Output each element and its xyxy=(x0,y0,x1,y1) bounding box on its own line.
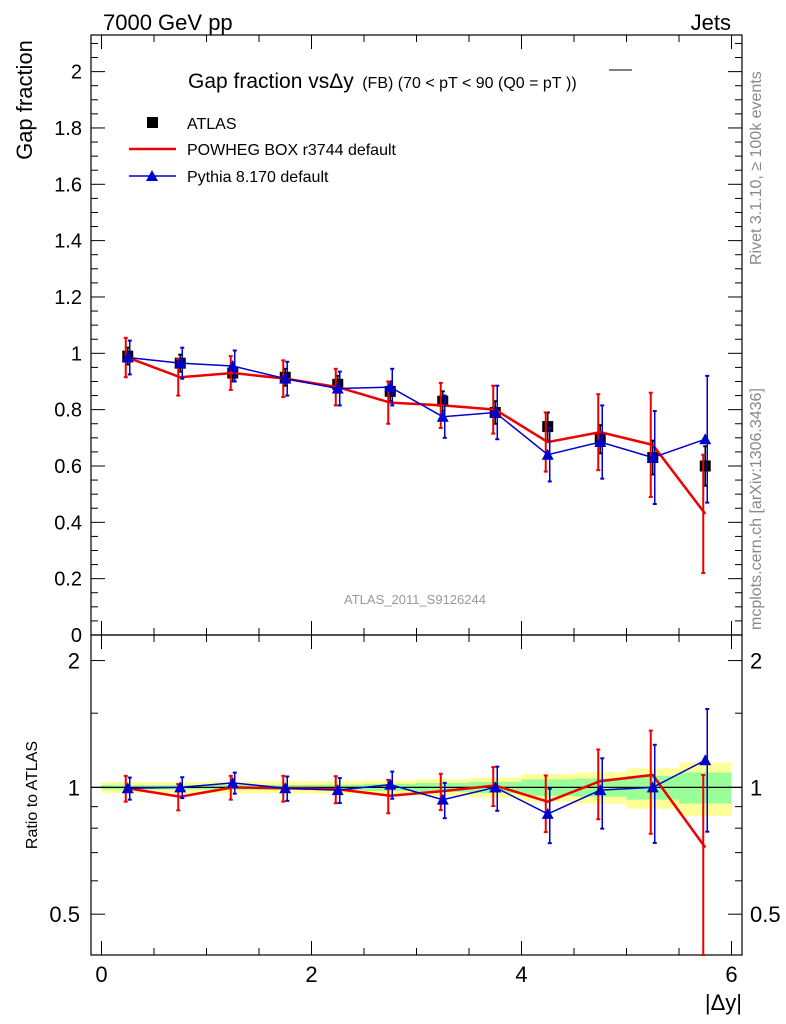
ratio-y-label: Ratio to ATLAS xyxy=(24,741,41,849)
pythia-point xyxy=(331,382,344,394)
main-y-tick-label: 1 xyxy=(71,343,82,365)
powheg-line xyxy=(127,773,707,849)
pythia-point xyxy=(174,781,187,793)
pythia-point xyxy=(331,784,344,796)
header-right: Jets xyxy=(691,10,731,35)
legend-atlas-marker xyxy=(147,117,158,128)
pythia-line xyxy=(127,356,706,459)
atlas-point xyxy=(542,421,554,433)
x-axis-label: |Δy| xyxy=(705,990,742,1015)
pythia-point xyxy=(594,784,607,796)
pythia-point xyxy=(541,807,554,819)
ratio-y-ticks: 0.5 0.5 1 1 2 2 xyxy=(49,649,780,928)
ratio-y-tick-label: 1 xyxy=(68,775,80,800)
main-data-layer xyxy=(121,336,712,575)
pythia-point xyxy=(279,372,292,384)
ratio-uncertainty-band xyxy=(101,762,732,817)
pythia-point xyxy=(384,778,397,790)
pythia-point xyxy=(121,782,134,794)
ratio-data-layer xyxy=(121,707,712,956)
main-y-ticks: 0 0.2 0.4 0.6 0.8 1 1.2 1.4 1.6 1.8 2 xyxy=(54,42,742,647)
mcplots-label: mcplots.cern.ch [arXiv:1306.3436] xyxy=(748,388,765,630)
pythia-point xyxy=(174,357,187,369)
main-y-tick-label: 1.6 xyxy=(54,174,82,196)
title-sub: (FB) (70 < pT < 90 (Q0 = xyxy=(362,75,538,92)
main-panel: 0 0.2 0.4 0.6 0.8 1 1.2 1.4 1.6 1.8 2 Gap fraction… xyxy=(12,34,743,647)
legend-atlas-label: ATLAS xyxy=(187,116,237,133)
x-tick-label: 0 xyxy=(95,962,107,987)
ratio-y-tick-label: 2 xyxy=(68,649,80,674)
ratio-band-inner xyxy=(679,772,732,804)
atlas-point xyxy=(699,460,711,472)
pythia-point xyxy=(384,381,397,393)
pythia-point xyxy=(594,436,607,448)
pythia-line xyxy=(127,759,706,815)
title-end: )) xyxy=(566,75,577,92)
x-tick-label: 2 xyxy=(305,962,317,987)
pythia-point xyxy=(436,793,449,805)
ratio-y-tick-label: 0.5 xyxy=(49,902,80,927)
main-y-tick-label: 1.8 xyxy=(54,118,82,140)
main-y-label: Gap fraction xyxy=(12,40,37,160)
main-y-tick-label: 2 xyxy=(71,62,82,84)
analysis-watermark: ATLAS_2011_S9126244 xyxy=(344,592,486,607)
pythia-point xyxy=(279,782,292,794)
chart-title: Gap fraction vsΔy (FB) (70 < pT < 90 (Q0… xyxy=(188,70,577,93)
powheg-line xyxy=(127,356,707,515)
pythia-point xyxy=(699,754,712,766)
ratio-x-ticks: 0 2 4 6 xyxy=(95,635,738,987)
main-y-tick-label: 1.2 xyxy=(54,287,82,309)
main-x-ticks xyxy=(101,35,732,635)
rivet-label: Rivet 3.1.10, ≥ 100k events xyxy=(748,71,765,265)
pythia-point xyxy=(646,451,659,463)
main-y-tick-label: 0.6 xyxy=(54,456,82,478)
pythia-point xyxy=(226,359,239,371)
ratio-panel: 0.5 0.5 1 1 2 2 0 2 4 6 Ratio to ATLAS |Δy| xyxy=(24,634,781,1015)
pythia-point xyxy=(121,351,134,363)
ratio-y-tick-label-right: 1 xyxy=(750,775,762,800)
legend: ATLAS POWHEG BOX r3744 default Pythia 8.… xyxy=(129,116,397,186)
main-y-tick-label: 0.4 xyxy=(54,512,82,534)
pythia-point xyxy=(436,410,449,422)
pythia-point xyxy=(489,406,502,418)
main-y-tick-label: 0.2 xyxy=(54,569,82,591)
pythia-point xyxy=(699,433,712,445)
main-y-tick-label: 0.8 xyxy=(54,400,82,422)
legend-powheg-label: POWHEG BOX r3744 default xyxy=(187,142,397,159)
pythia-point xyxy=(489,781,502,793)
pythia-point xyxy=(541,448,554,460)
header-left: 7000 GeV pp xyxy=(103,10,233,35)
ratio-y-tick-label-right: 2 xyxy=(750,649,762,674)
main-y-tick-label: 0 xyxy=(71,625,82,647)
x-tick-label: 6 xyxy=(725,962,737,987)
ratio-y-tick-label-right: 0.5 xyxy=(750,902,781,927)
atlas-point xyxy=(437,395,449,407)
legend-pythia-marker xyxy=(146,170,158,181)
x-tick-label: 4 xyxy=(515,962,527,987)
title-main: Gap fraction vsΔy xyxy=(188,70,354,93)
pythia-point xyxy=(226,776,239,788)
pythia-point xyxy=(646,781,659,793)
main-y-tick-label: 1.4 xyxy=(54,231,82,253)
legend-pythia-label: Pythia 8.170 default xyxy=(187,169,329,186)
title-over: pT xyxy=(543,75,562,92)
